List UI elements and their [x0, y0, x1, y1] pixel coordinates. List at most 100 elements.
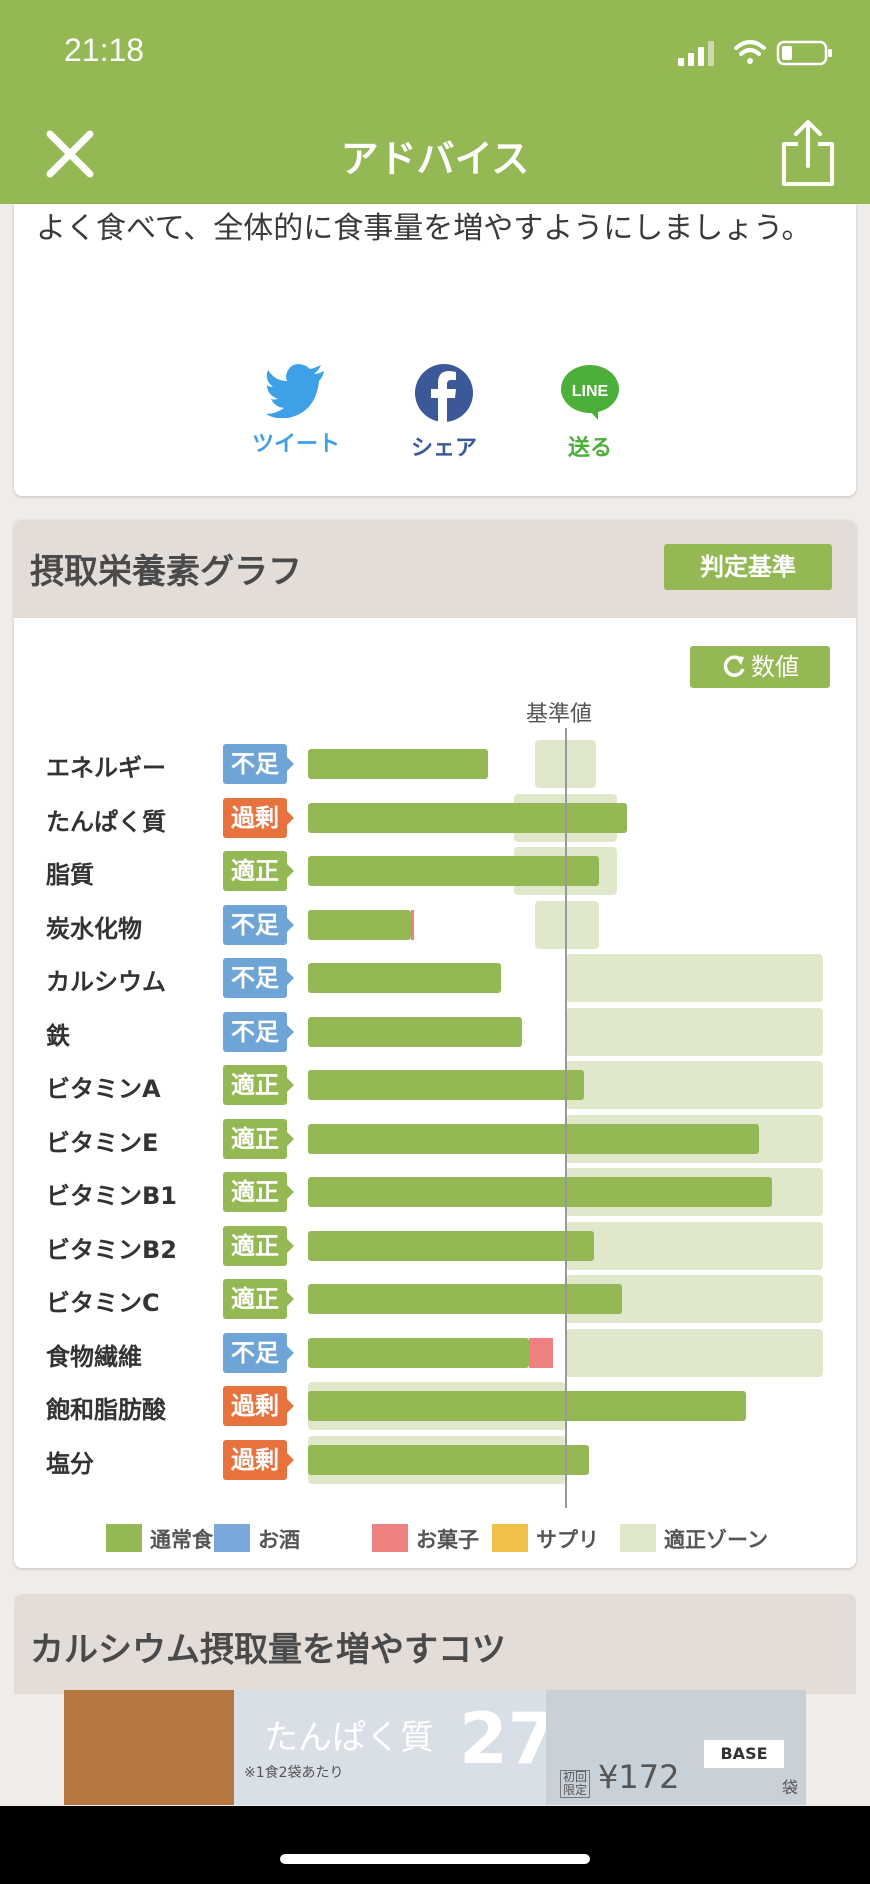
intake-bar-snack	[411, 909, 414, 940]
wifi-icon	[734, 40, 766, 64]
share-icon[interactable]	[780, 118, 836, 188]
advice-text: よく食べて、全体的に食事量を増やすようにしましょう。	[36, 211, 812, 246]
nutrient-row: ビタミンC 適正	[14, 1275, 856, 1323]
ad-number: 27	[459, 1698, 557, 1780]
status-icons	[678, 38, 838, 68]
page-title: アドバイス	[340, 137, 530, 181]
optimal-zone	[565, 954, 823, 1002]
status-badge: 不足	[223, 1332, 294, 1373]
nutrient-label: ビタミンB1	[46, 1182, 177, 1210]
intake-bar-food	[308, 1230, 594, 1261]
ad-unit: 袋	[781, 1778, 798, 1797]
intake-bar-food	[308, 1123, 759, 1154]
nutrient-label: ビタミンC	[46, 1289, 160, 1317]
legend-label: 適正ゾーン	[664, 1528, 768, 1552]
nutrient-label: 塩分	[46, 1449, 94, 1478]
close-icon[interactable]	[44, 128, 96, 180]
nutrient-row: カルシウム 不足	[14, 954, 856, 1002]
home-indicator[interactable]	[280, 1854, 590, 1864]
intake-bar-food	[308, 1016, 522, 1047]
values-label: 数値	[751, 653, 799, 681]
ad-brand: BASE	[704, 1740, 784, 1768]
legend-swatch	[372, 1524, 408, 1552]
legend-swatch	[492, 1524, 528, 1552]
status-badge: 過剰	[223, 1386, 294, 1426]
nutrient-row: エネルギー 不足	[14, 740, 856, 788]
optimal-zone	[565, 1007, 823, 1056]
nutrient-label: エネルギー	[46, 754, 166, 782]
tweet-label: ツイート	[251, 432, 340, 457]
ad-price: ¥172	[598, 1758, 680, 1796]
tweet-button[interactable]: ツイート	[236, 364, 356, 458]
line-send-button[interactable]: LINE 送る	[530, 364, 650, 462]
nutrient-row: ビタミンB1 適正	[14, 1168, 856, 1216]
legend-swatch	[620, 1524, 656, 1552]
status-badge: 適正	[223, 851, 294, 891]
send-label: 送る	[567, 436, 612, 461]
status-badge: 適正	[223, 1172, 294, 1212]
intake-bar-food	[308, 1284, 623, 1314]
nutrient-row: 塩分 過剰	[14, 1435, 856, 1484]
tips-title: カルシウム摂取量を増やすコツ	[30, 1630, 506, 1670]
intake-bar-food	[308, 749, 489, 779]
nutrient-label: ビタミンB2	[46, 1235, 177, 1264]
share-label: シェア	[410, 436, 477, 461]
ad-note: ※1食2袋あたり	[244, 1765, 344, 1781]
facebook-icon	[415, 364, 473, 422]
intake-bar-food	[308, 1337, 530, 1368]
status-badge: 適正	[223, 1065, 294, 1105]
status-badge: 適正	[223, 1118, 294, 1159]
optimal-zone	[565, 1221, 823, 1270]
status-badge: 不足	[223, 744, 294, 784]
baseline-label: 基準値	[526, 702, 593, 727]
ad-banner[interactable]: たんぱく質 27 ※1食2袋あたり BASE 初回限定 ¥172 袋	[64, 1690, 806, 1805]
status-badge: 適正	[223, 1279, 294, 1319]
nutrient-graph-card: 摂取栄養素グラフ 判定基準 数値 基準値 エネルギー 不足 たんぱく質 過剰 脂質 適正炭…	[14, 520, 856, 1568]
legend-swatch	[106, 1524, 142, 1552]
intake-bar-food	[308, 963, 502, 993]
ad-first-label: 初回限定	[560, 1770, 590, 1798]
ad-product-image	[64, 1690, 234, 1805]
values-toggle-button[interactable]: 数値	[690, 646, 830, 688]
tips-card[interactable]: カルシウム摂取量を増やすコツ	[14, 1594, 856, 1694]
intake-bar-food	[308, 1070, 584, 1100]
legend-label: サプリ	[536, 1528, 599, 1552]
home-indicator-area	[0, 1806, 870, 1884]
app-header: 21:18 アドバイス	[0, 0, 870, 204]
intake-bar-food	[308, 909, 411, 940]
optimal-zone	[565, 1061, 823, 1109]
intake-bar-food	[308, 856, 599, 886]
status-badge: 不足	[223, 904, 294, 945]
battery-icon	[776, 40, 832, 66]
line-icon: LINE	[561, 365, 619, 420]
judge-criteria-button[interactable]: 判定基準	[664, 544, 832, 590]
intake-bar-food	[308, 1391, 746, 1421]
graph-header: 摂取栄養素グラフ 判定基準	[14, 520, 856, 618]
legend-swatch	[214, 1524, 250, 1552]
status-badge: 過剰	[223, 1439, 294, 1480]
nutrient-row: ビタミンA 適正	[14, 1061, 856, 1109]
nutrient-row: 脂質 適正	[14, 847, 856, 895]
nutrient-label: 食物繊維	[46, 1342, 142, 1371]
nutrient-label: ビタミンA	[46, 1075, 161, 1103]
intake-bar-food	[308, 1444, 589, 1475]
twitter-icon	[266, 364, 324, 419]
nutrient-label: ビタミンE	[46, 1128, 159, 1157]
nutrient-row: たんぱく質 過剰	[14, 793, 856, 842]
facebook-share-button[interactable]: シェア	[384, 364, 504, 462]
nutrient-label: 鉄	[46, 1021, 70, 1050]
nutrient-row: 鉄 不足	[14, 1007, 856, 1056]
refresh-icon	[723, 655, 745, 677]
line-icon-text: LINE	[572, 383, 609, 400]
signal-icon	[678, 41, 714, 66]
legend-label: お酒	[258, 1528, 300, 1552]
nutrient-row: 炭水化物 不足	[14, 900, 856, 949]
status-badge: 不足	[223, 1011, 294, 1052]
intake-bar-food	[308, 1177, 772, 1207]
graph-title: 摂取栄養素グラフ	[30, 552, 302, 592]
nutrient-label: 脂質	[46, 861, 94, 889]
nutrient-label: カルシウム	[46, 968, 166, 996]
advice-card: よく食べて、全体的に食事量を増やすようにしましょう。 ツイート シェア LINE…	[14, 204, 856, 496]
nutrient-row: 食物繊維 不足	[14, 1328, 856, 1377]
nutrient-label: 炭水化物	[46, 914, 142, 943]
